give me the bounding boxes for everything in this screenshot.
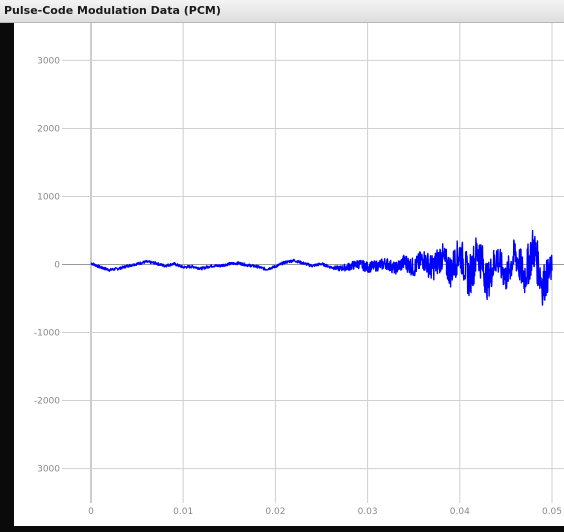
y-tick-label: 0: [54, 261, 60, 271]
title-bar: Pulse-Code Modulation Data (PCM): [0, 0, 564, 23]
series-layer: [90, 230, 553, 306]
y-tick-label: -1000: [34, 329, 60, 339]
x-tick-label: 0.03: [358, 507, 378, 517]
tick-layer: 0 0.01 0.02 0.03 0.04 0.05 3000 2000 1000 0 -1000 -…: [34, 56, 562, 517]
x-tick-label: 0.01: [173, 507, 193, 517]
pcm-signal-line: [90, 230, 553, 306]
y-tick-label: 1000: [37, 192, 60, 202]
window-title: Pulse-Code Modulation Data (PCM): [4, 4, 221, 17]
y-tick-label: -2000: [34, 397, 60, 407]
y-tick-label: 3000: [37, 56, 60, 66]
x-tick-label: 0: [88, 507, 94, 517]
x-tick-label: 0.04: [450, 507, 470, 517]
x-tick-label: 0.05: [542, 507, 562, 517]
bottom-strip: [0, 526, 564, 532]
x-tick-label: 0.02: [265, 507, 285, 517]
y-tick-label: 2000: [37, 124, 60, 134]
y-tick-label: 3000: [37, 465, 60, 475]
